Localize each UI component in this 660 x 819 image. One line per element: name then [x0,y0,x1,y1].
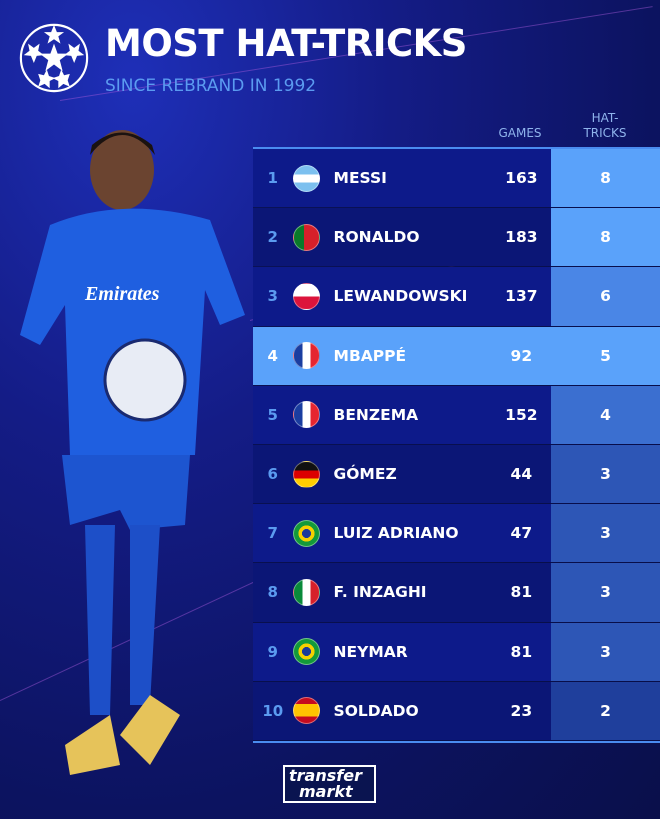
hat-tricks-value: 3 [551,563,660,622]
hat-tricks-value: 4 [551,385,660,444]
player-name: LEWANDOWSKI [333,287,468,306]
rank: 5 [267,405,278,424]
rank: 7 [267,524,278,543]
player-cell: 4 MBAPPÉ 92 [253,326,551,385]
brand-line1: transfer [289,766,362,785]
games-value: 183 [505,228,538,247]
france-flag-icon [292,401,320,429]
table-row: 4 MBAPPÉ 92 5 [253,326,660,386]
hat-tricks-value: 2 [551,681,660,740]
player-name: MBAPPÉ [333,346,407,365]
france-flag-icon [292,342,320,370]
games-value: 152 [505,405,538,424]
spain-flag-icon [292,697,320,725]
rank: 10 [262,701,284,720]
games-value: 163 [505,169,538,188]
table-row: 5 BENZEMA 152 4 [253,385,660,445]
table-row: 3 LEWANDOWSKI 137 6 [253,267,660,327]
rank: 3 [267,287,278,306]
brand-line2: markt [299,782,353,801]
player-name: BENZEMA [333,405,419,424]
hat-tricks-value: 8 [551,149,660,208]
table-row: 10 SOLDADO 23 2 [253,681,660,741]
games-value: 81 [510,642,533,661]
player-cell: 5 BENZEMA 152 [253,385,551,444]
player-name: SOLDADO [333,701,419,720]
argentina-flag-icon [292,164,320,192]
rank: 2 [267,228,278,247]
svg-text:Emirates: Emirates [84,283,160,305]
player-photo: Emirates [20,130,245,775]
player-cell: 3 LEWANDOWSKI 137 [253,267,551,326]
hat-tricks-value: 6 [551,267,660,326]
poland-flag-icon [292,282,320,310]
player-cell: 2 RONALDO 183 [253,208,551,267]
page-title: MOST HAT-TRICKS [105,22,467,65]
table-row: 8 F. INZAGHI 81 3 [253,563,660,623]
player-name: NEYMAR [333,642,408,661]
portugal-flag-icon [292,223,320,251]
games-value: 81 [510,583,533,602]
table-row: 1 MESSI 163 8 [253,149,660,209]
germany-flag-icon [292,460,320,488]
column-header-hat-tricks-line1: HAT- [591,111,619,125]
italy-flag-icon [292,578,320,606]
games-value: 92 [510,346,533,365]
player-cell: 6 GÓMEZ 44 [253,444,551,504]
champions-league-starball-icon [19,23,89,93]
player-name: LUIZ ADRIANO [333,524,459,543]
games-value: 44 [510,465,533,484]
column-header-hat-tricks-line2: TRICKS [583,126,627,140]
rank: 6 [267,465,278,484]
player-cell: 10 SOLDADO 23 [253,681,551,740]
table-row: 7 LUIZ ADRIANO 47 3 [253,504,660,564]
player-cell: 8 F. INZAGHI 81 [253,563,551,622]
column-header-hat-tricks: HAT- TRICKS [560,111,650,141]
player-name: F. INZAGHI [333,583,427,602]
games-value: 23 [510,701,533,720]
player-cell: 1 MESSI 163 [253,149,551,208]
transfermarkt-logo: transfer markt [283,765,376,803]
rank: 8 [267,583,278,602]
table-row: 2 RONALDO 183 8 [253,208,660,268]
player-name: GÓMEZ [333,465,397,484]
hat-tricks-value: 8 [551,208,660,267]
rank: 1 [267,169,278,188]
hat-tricks-value: 3 [551,622,660,681]
games-value: 47 [510,524,533,543]
hat-tricks-value: 3 [551,504,660,563]
hat-tricks-value: 5 [551,326,660,385]
table-row: 9 NEYMAR 81 3 [253,622,660,682]
hat-tricks-table: 1 MESSI 163 8 2 RONALDO 183 8 3 LEWANDOW… [253,147,660,743]
games-value: 137 [505,287,538,306]
player-name: RONALDO [333,228,420,247]
rank: 4 [267,346,278,365]
rank: 9 [267,642,278,661]
page-subtitle: SINCE REBRAND IN 1992 [105,76,317,96]
column-header-games: GAMES [498,126,542,140]
brazil-flag-icon [292,638,320,666]
player-cell: 7 LUIZ ADRIANO 47 [253,504,551,563]
hat-tricks-value: 3 [551,444,660,504]
brazil-flag-icon [292,519,320,547]
table-row: 6 GÓMEZ 44 3 [253,444,660,505]
player-cell: 9 NEYMAR 81 [253,622,551,681]
player-name: MESSI [333,169,387,188]
